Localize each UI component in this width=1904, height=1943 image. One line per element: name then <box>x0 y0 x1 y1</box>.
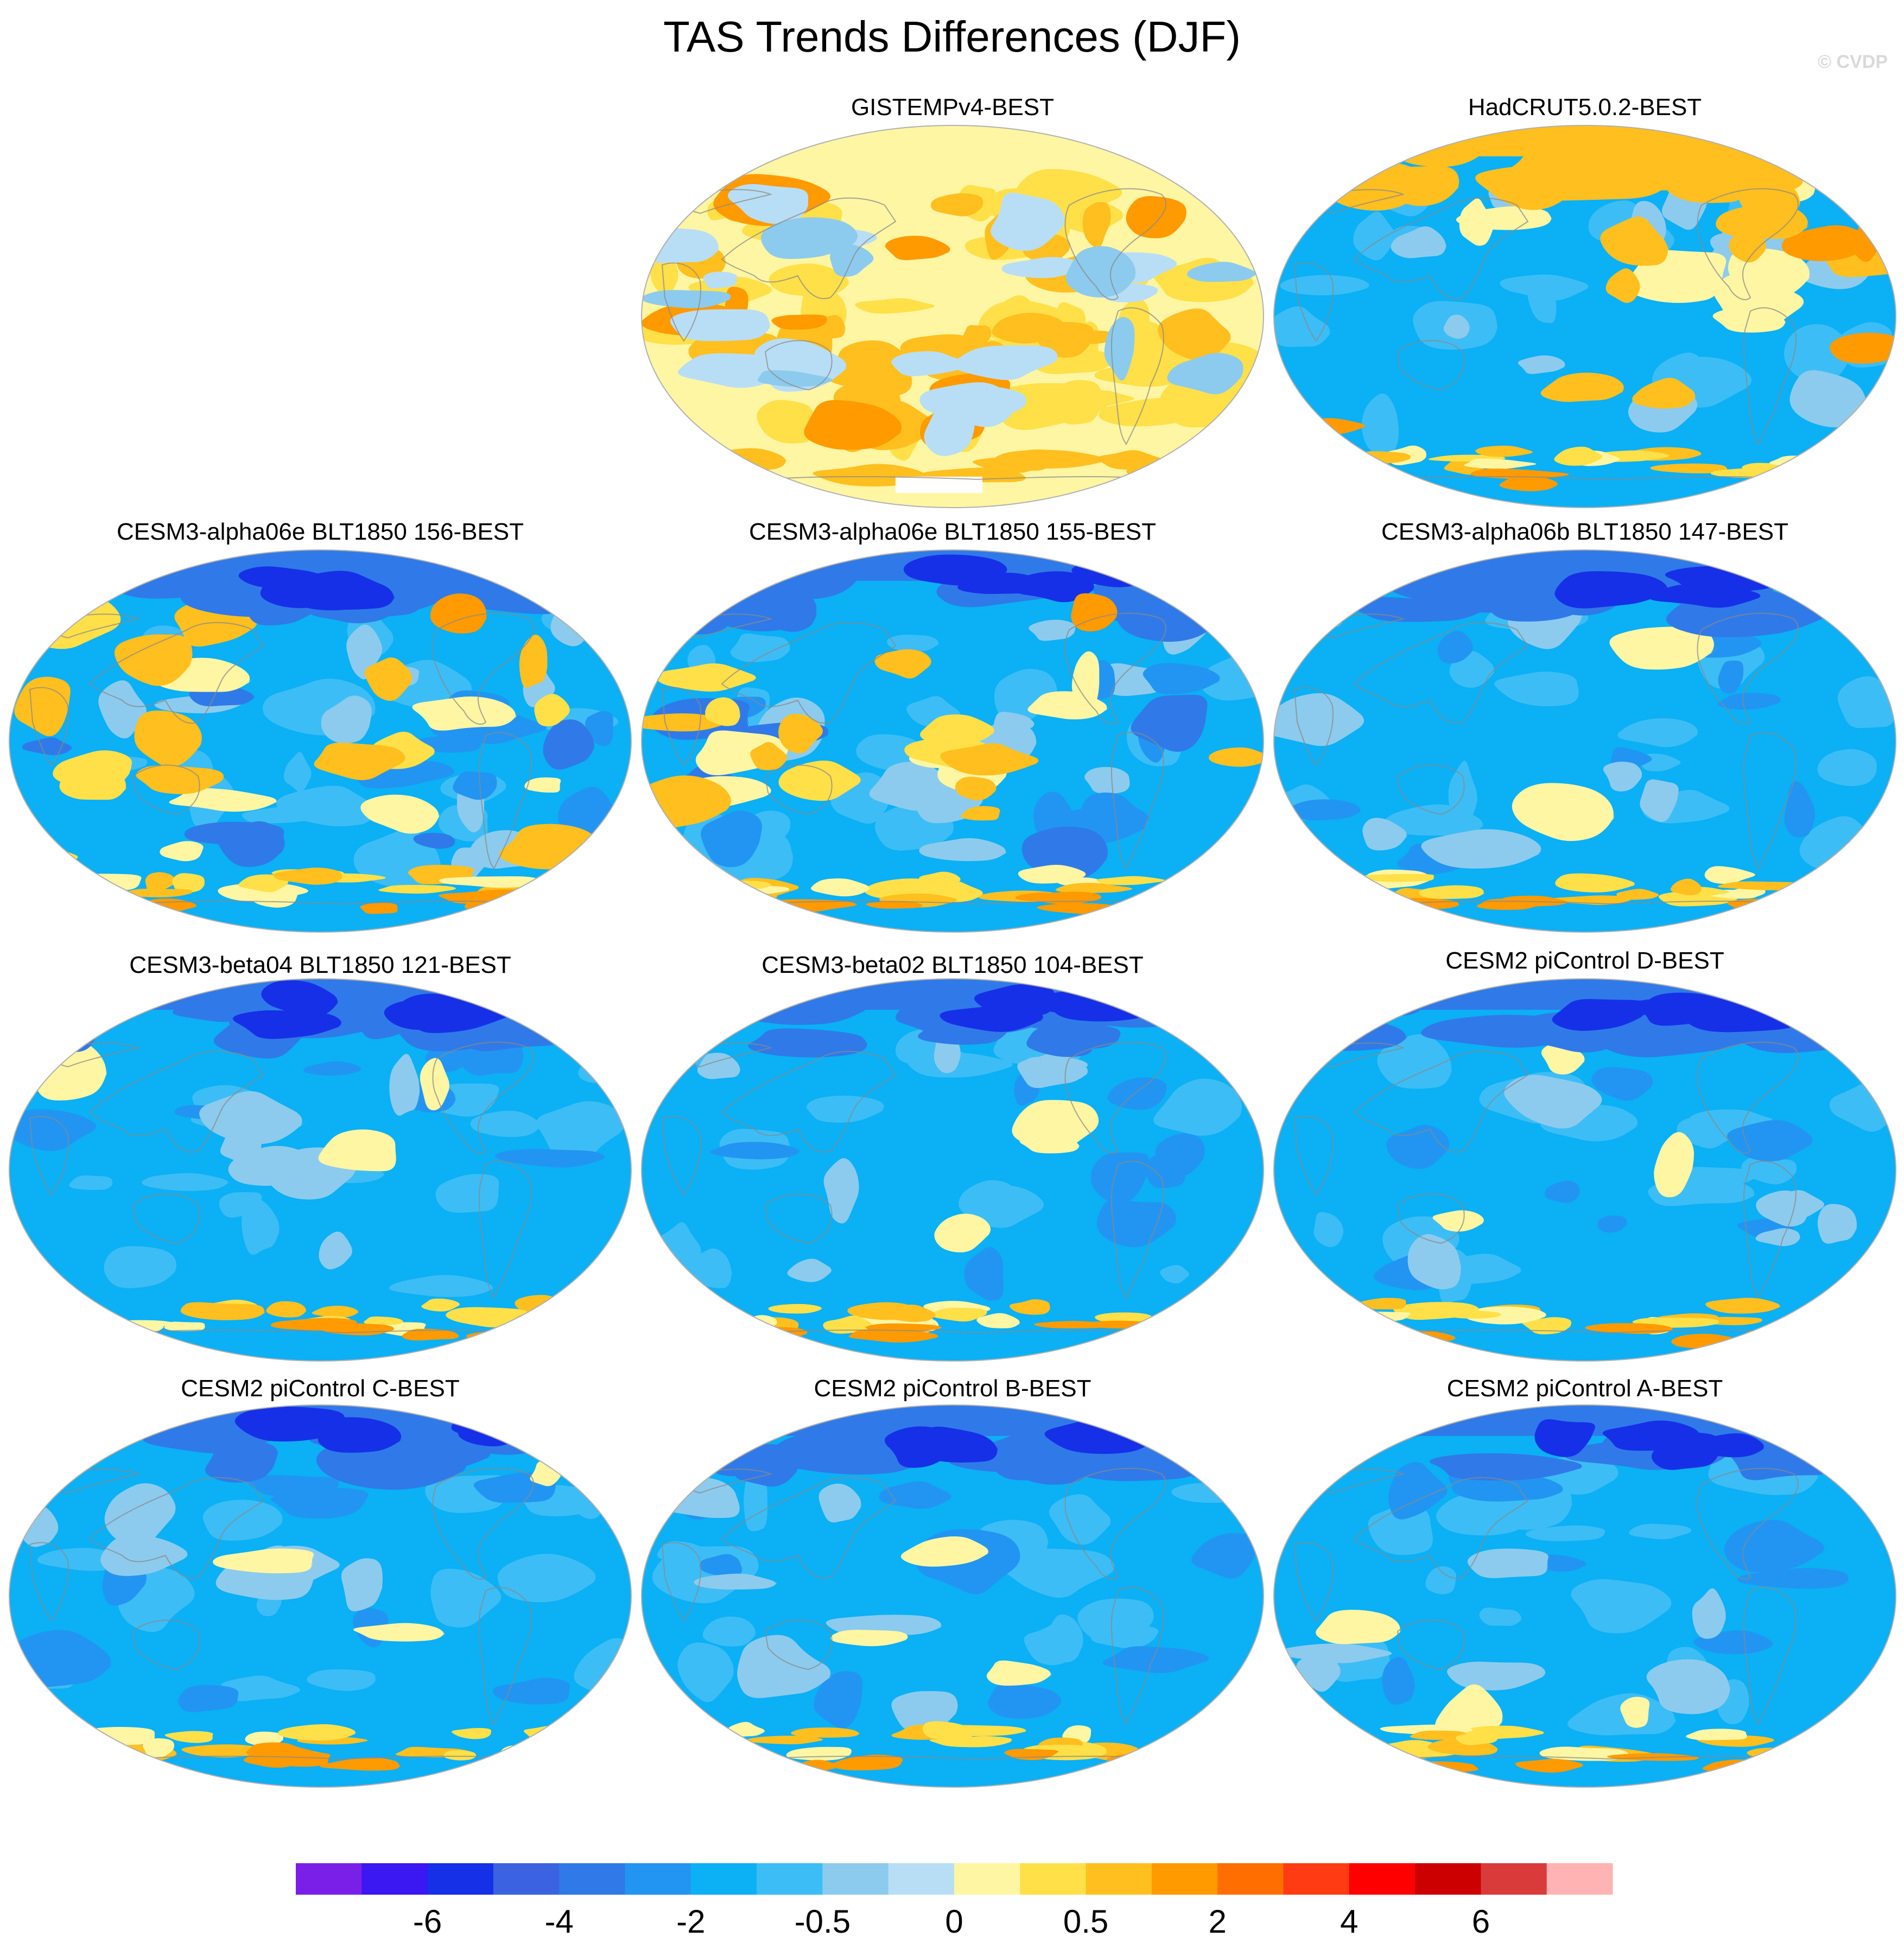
panel-title-cesm3-104: CESM3-beta02 BLT1850 104-BEST <box>761 952 1144 978</box>
colorbar-swatch <box>690 1863 757 1895</box>
colorbar-swatch <box>625 1863 691 1895</box>
colorbar-swatch <box>1217 1863 1284 1895</box>
colorbar-swatch <box>822 1863 889 1895</box>
map-cesm3-121 <box>9 978 632 1362</box>
panel-title-cesm3-155: CESM3-alpha06e BLT1850 155-BEST <box>748 518 1157 545</box>
colorbar-tick-label: 0.5 <box>1063 1903 1108 1940</box>
map-cesm2-d <box>1273 978 1896 1362</box>
map-cesm3-147 <box>1273 549 1896 933</box>
colorbar-swatch <box>361 1863 428 1895</box>
colorbar-tick-label: 0 <box>945 1903 963 1940</box>
colorbar-swatch <box>559 1863 625 1895</box>
colorbar-swatch <box>1086 1863 1152 1895</box>
colorbar-tick-label: -4 <box>545 1903 574 1940</box>
colorbar-tick-label: -6 <box>413 1903 442 1940</box>
panel-title-cesm2-c: CESM2 piControl C-BEST <box>181 1375 460 1402</box>
map-cesm3-156 <box>9 549 632 933</box>
colorbar-swatch <box>954 1863 1020 1895</box>
map-cesm2-c <box>9 1404 632 1788</box>
panel-title-hadcrut: HadCRUT5.0.2-BEST <box>1468 94 1702 121</box>
cvdp-credit: © CVDP <box>1818 52 1888 72</box>
panel-title-cesm2-b: CESM2 piControl B-BEST <box>814 1375 1091 1402</box>
map-hadcrut <box>1273 125 1896 508</box>
colorbar-swatch <box>1349 1863 1416 1895</box>
map-cesm3-155 <box>641 549 1264 933</box>
colorbar-swatch <box>296 1863 362 1895</box>
colorbar-tick-label: -0.5 <box>795 1903 851 1940</box>
panel-title-cesm3-156: CESM3-alpha06e BLT1850 156-BEST <box>116 518 524 545</box>
colorbar-tick-label: -2 <box>676 1903 705 1940</box>
colorbar-swatch <box>1546 1863 1613 1895</box>
panel-title-cesm2-d: CESM2 piControl D-BEST <box>1445 947 1724 974</box>
map-cesm3-104 <box>641 978 1264 1362</box>
colorbar-swatch <box>1151 1863 1218 1895</box>
colorbar-swatch <box>888 1863 955 1895</box>
panel-title-cesm3-121: CESM3-beta04 BLT1850 121-BEST <box>129 952 511 978</box>
figure-title: TAS Trends Differences (DJF) <box>663 12 1241 61</box>
map-cesm2-b <box>641 1404 1264 1788</box>
colorbar-tick-label: 4 <box>1340 1903 1358 1940</box>
panel-title-cesm2-a: CESM2 piControl A-BEST <box>1446 1375 1723 1402</box>
colorbar-swatch <box>427 1863 494 1895</box>
panel-title-gistemp: GISTEMPv4-BEST <box>851 94 1055 121</box>
colorbar-swatch <box>493 1863 560 1895</box>
map-cesm2-a <box>1273 1404 1896 1788</box>
colorbar-swatch <box>757 1863 823 1895</box>
colorbar-tick-label: 6 <box>1472 1903 1490 1940</box>
colorbar-swatch <box>1481 1863 1547 1895</box>
panel-title-cesm3-147: CESM3-alpha06b BLT1850 147-BEST <box>1381 518 1789 545</box>
map-gistemp <box>641 125 1264 508</box>
colorbar-tick-label: 2 <box>1209 1903 1227 1940</box>
colorbar-swatch <box>1020 1863 1087 1895</box>
colorbar-swatch <box>1283 1863 1350 1895</box>
colorbar-swatch <box>1415 1863 1481 1895</box>
